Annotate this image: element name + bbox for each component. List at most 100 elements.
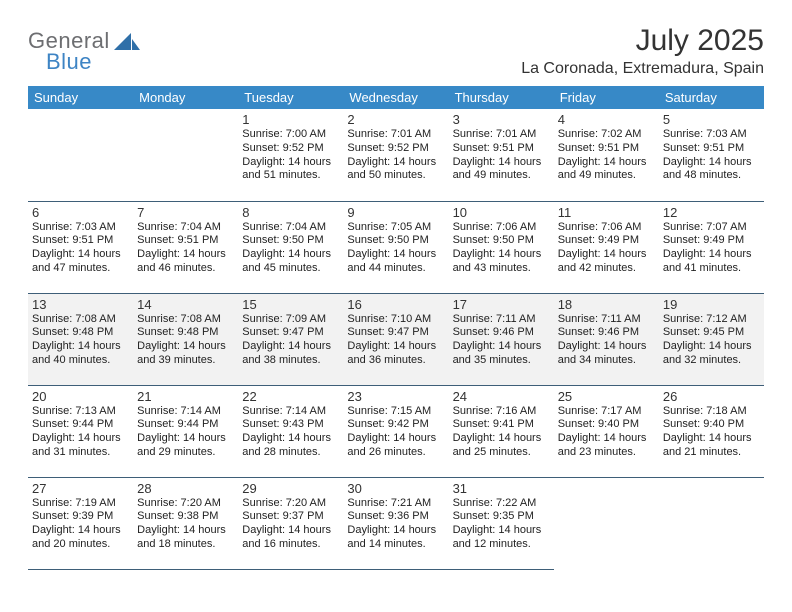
sunset-line: Sunset: 9:43 PM	[242, 418, 339, 432]
calendar-cell: 9Sunrise: 7:05 AMSunset: 9:50 PMDaylight…	[343, 201, 448, 293]
calendar-cell	[554, 477, 659, 569]
daylight-line: Daylight: 14 hours and 49 minutes.	[453, 156, 550, 184]
weekday-header: Monday	[133, 86, 238, 109]
sunrise-line: Sunrise: 7:16 AM	[453, 405, 550, 419]
calendar-cell: 24Sunrise: 7:16 AMSunset: 9:41 PMDayligh…	[449, 385, 554, 477]
daylight-line: Daylight: 14 hours and 38 minutes.	[242, 340, 339, 368]
brand-word-2: Blue	[46, 51, 140, 73]
sunset-line: Sunset: 9:51 PM	[32, 234, 129, 248]
day-number: 23	[347, 389, 444, 404]
calendar-cell: 23Sunrise: 7:15 AMSunset: 9:42 PMDayligh…	[343, 385, 448, 477]
sunset-line: Sunset: 9:36 PM	[347, 510, 444, 524]
calendar-row: 27Sunrise: 7:19 AMSunset: 9:39 PMDayligh…	[28, 477, 764, 569]
sunrise-line: Sunrise: 7:14 AM	[137, 405, 234, 419]
header: General Blue July 2025 La Coronada, Extr…	[28, 24, 764, 78]
day-number: 7	[137, 205, 234, 220]
calendar-row: 6Sunrise: 7:03 AMSunset: 9:51 PMDaylight…	[28, 201, 764, 293]
daylight-line: Daylight: 14 hours and 23 minutes.	[558, 432, 655, 460]
sunset-line: Sunset: 9:49 PM	[663, 234, 760, 248]
calendar-cell: 26Sunrise: 7:18 AMSunset: 9:40 PMDayligh…	[659, 385, 764, 477]
weekday-header: Thursday	[449, 86, 554, 109]
day-number: 18	[558, 297, 655, 312]
day-number: 1	[242, 112, 339, 127]
calendar-cell: 7Sunrise: 7:04 AMSunset: 9:51 PMDaylight…	[133, 201, 238, 293]
daylight-line: Daylight: 14 hours and 29 minutes.	[137, 432, 234, 460]
daylight-line: Daylight: 14 hours and 44 minutes.	[347, 248, 444, 276]
day-number: 21	[137, 389, 234, 404]
sunset-line: Sunset: 9:40 PM	[558, 418, 655, 432]
sunset-line: Sunset: 9:45 PM	[663, 326, 760, 340]
brand-logo: General Blue	[28, 30, 140, 73]
day-number: 27	[32, 481, 129, 496]
sunrise-line: Sunrise: 7:17 AM	[558, 405, 655, 419]
daylight-line: Daylight: 14 hours and 36 minutes.	[347, 340, 444, 368]
calendar-cell: 17Sunrise: 7:11 AMSunset: 9:46 PMDayligh…	[449, 293, 554, 385]
sunrise-line: Sunrise: 7:20 AM	[242, 497, 339, 511]
calendar-page: General Blue July 2025 La Coronada, Extr…	[0, 0, 792, 570]
sunset-line: Sunset: 9:51 PM	[663, 142, 760, 156]
calendar-head: SundayMondayTuesdayWednesdayThursdayFrid…	[28, 86, 764, 109]
sunrise-line: Sunrise: 7:20 AM	[137, 497, 234, 511]
sunset-line: Sunset: 9:49 PM	[558, 234, 655, 248]
sunset-line: Sunset: 9:52 PM	[347, 142, 444, 156]
daylight-line: Daylight: 14 hours and 31 minutes.	[32, 432, 129, 460]
sunset-line: Sunset: 9:44 PM	[32, 418, 129, 432]
daylight-line: Daylight: 14 hours and 32 minutes.	[663, 340, 760, 368]
calendar-cell: 20Sunrise: 7:13 AMSunset: 9:44 PMDayligh…	[28, 385, 133, 477]
calendar-cell: 12Sunrise: 7:07 AMSunset: 9:49 PMDayligh…	[659, 201, 764, 293]
calendar-table: SundayMondayTuesdayWednesdayThursdayFrid…	[28, 86, 764, 570]
sunrise-line: Sunrise: 7:21 AM	[347, 497, 444, 511]
day-number: 17	[453, 297, 550, 312]
sunrise-line: Sunrise: 7:18 AM	[663, 405, 760, 419]
sunrise-line: Sunrise: 7:15 AM	[347, 405, 444, 419]
sunset-line: Sunset: 9:51 PM	[453, 142, 550, 156]
sunset-line: Sunset: 9:41 PM	[453, 418, 550, 432]
daylight-line: Daylight: 14 hours and 42 minutes.	[558, 248, 655, 276]
sunset-line: Sunset: 9:48 PM	[32, 326, 129, 340]
sunset-line: Sunset: 9:46 PM	[558, 326, 655, 340]
day-number: 4	[558, 112, 655, 127]
daylight-line: Daylight: 14 hours and 28 minutes.	[242, 432, 339, 460]
day-number: 3	[453, 112, 550, 127]
sunset-line: Sunset: 9:40 PM	[663, 418, 760, 432]
daylight-line: Daylight: 14 hours and 16 minutes.	[242, 524, 339, 552]
weekday-header: Saturday	[659, 86, 764, 109]
daylight-line: Daylight: 14 hours and 50 minutes.	[347, 156, 444, 184]
weekday-header: Friday	[554, 86, 659, 109]
calendar-cell	[28, 109, 133, 201]
day-number: 22	[242, 389, 339, 404]
calendar-cell: 3Sunrise: 7:01 AMSunset: 9:51 PMDaylight…	[449, 109, 554, 201]
calendar-cell: 25Sunrise: 7:17 AMSunset: 9:40 PMDayligh…	[554, 385, 659, 477]
daylight-line: Daylight: 14 hours and 49 minutes.	[558, 156, 655, 184]
day-number: 20	[32, 389, 129, 404]
calendar-cell: 15Sunrise: 7:09 AMSunset: 9:47 PMDayligh…	[238, 293, 343, 385]
sunset-line: Sunset: 9:46 PM	[453, 326, 550, 340]
day-number: 10	[453, 205, 550, 220]
sunrise-line: Sunrise: 7:00 AM	[242, 128, 339, 142]
calendar-cell: 8Sunrise: 7:04 AMSunset: 9:50 PMDaylight…	[238, 201, 343, 293]
day-number: 9	[347, 205, 444, 220]
day-number: 6	[32, 205, 129, 220]
sunrise-line: Sunrise: 7:11 AM	[558, 313, 655, 327]
daylight-line: Daylight: 14 hours and 26 minutes.	[347, 432, 444, 460]
sunset-line: Sunset: 9:51 PM	[137, 234, 234, 248]
sunrise-line: Sunrise: 7:08 AM	[32, 313, 129, 327]
sunset-line: Sunset: 9:35 PM	[453, 510, 550, 524]
title-block: July 2025 La Coronada, Extremadura, Spai…	[521, 24, 764, 78]
sunrise-line: Sunrise: 7:08 AM	[137, 313, 234, 327]
calendar-cell: 31Sunrise: 7:22 AMSunset: 9:35 PMDayligh…	[449, 477, 554, 569]
daylight-line: Daylight: 14 hours and 14 minutes.	[347, 524, 444, 552]
day-number: 8	[242, 205, 339, 220]
day-number: 24	[453, 389, 550, 404]
sunrise-line: Sunrise: 7:07 AM	[663, 221, 760, 235]
calendar-cell: 2Sunrise: 7:01 AMSunset: 9:52 PMDaylight…	[343, 109, 448, 201]
weekday-header: Tuesday	[238, 86, 343, 109]
daylight-line: Daylight: 14 hours and 39 minutes.	[137, 340, 234, 368]
sunset-line: Sunset: 9:42 PM	[347, 418, 444, 432]
day-number: 16	[347, 297, 444, 312]
weekday-header: Sunday	[28, 86, 133, 109]
sunrise-line: Sunrise: 7:01 AM	[347, 128, 444, 142]
sunrise-line: Sunrise: 7:03 AM	[32, 221, 129, 235]
calendar-row: 13Sunrise: 7:08 AMSunset: 9:48 PMDayligh…	[28, 293, 764, 385]
day-number: 12	[663, 205, 760, 220]
